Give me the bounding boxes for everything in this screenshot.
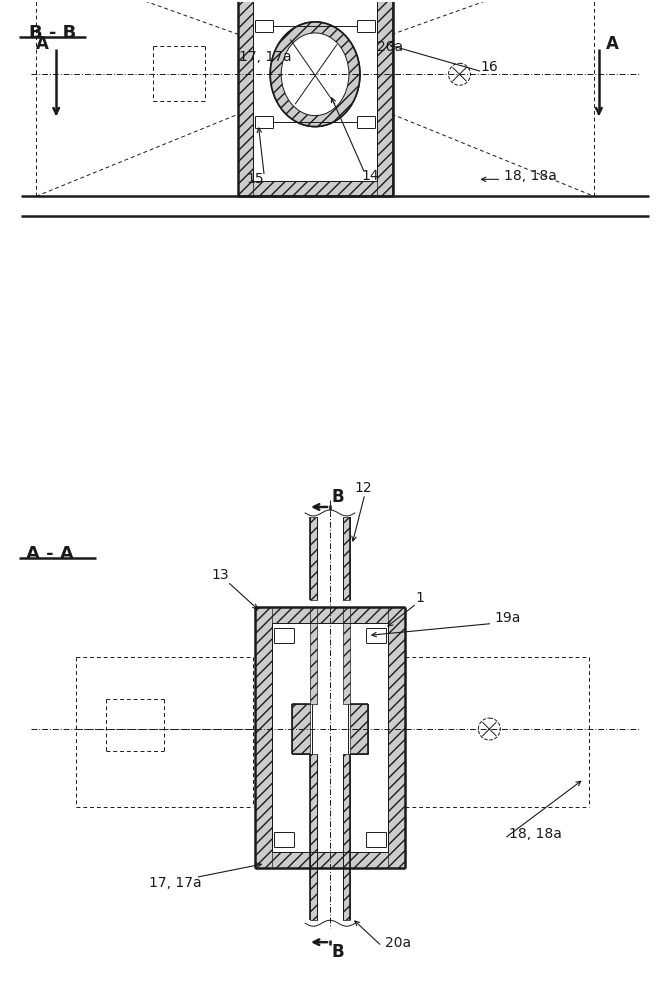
Text: A: A [36, 35, 48, 53]
Polygon shape [255, 607, 405, 623]
Text: 16: 16 [480, 60, 498, 74]
Text: 18, 18a: 18, 18a [504, 169, 557, 183]
Text: 20a: 20a [385, 936, 411, 950]
Text: 18, 18a: 18, 18a [509, 827, 562, 841]
Text: A: A [606, 35, 620, 53]
Text: 14: 14 [361, 169, 378, 183]
Text: 20a: 20a [377, 40, 403, 54]
Polygon shape [239, 0, 253, 196]
Polygon shape [255, 852, 405, 868]
Polygon shape [310, 607, 317, 704]
Text: 19a: 19a [495, 611, 521, 625]
Polygon shape [343, 607, 350, 704]
Polygon shape [239, 181, 392, 196]
Text: 12: 12 [355, 481, 372, 495]
Ellipse shape [281, 33, 349, 116]
Polygon shape [343, 868, 350, 920]
Text: B: B [332, 943, 344, 961]
Ellipse shape [270, 22, 360, 127]
Text: A - A: A - A [26, 545, 74, 563]
Polygon shape [350, 704, 368, 754]
Polygon shape [343, 754, 350, 868]
Text: B - B: B - B [30, 24, 77, 42]
Text: 15: 15 [247, 172, 264, 186]
Text: 13: 13 [212, 568, 229, 582]
Polygon shape [343, 517, 350, 600]
Polygon shape [255, 607, 272, 868]
Polygon shape [310, 754, 317, 868]
Text: 17, 17a: 17, 17a [239, 50, 292, 64]
Polygon shape [292, 704, 310, 754]
Polygon shape [310, 517, 317, 600]
Text: B: B [332, 488, 344, 506]
Polygon shape [310, 868, 317, 920]
Text: 17, 17a: 17, 17a [149, 876, 202, 890]
Polygon shape [377, 0, 392, 196]
Polygon shape [388, 607, 405, 868]
Text: 1: 1 [415, 591, 424, 605]
